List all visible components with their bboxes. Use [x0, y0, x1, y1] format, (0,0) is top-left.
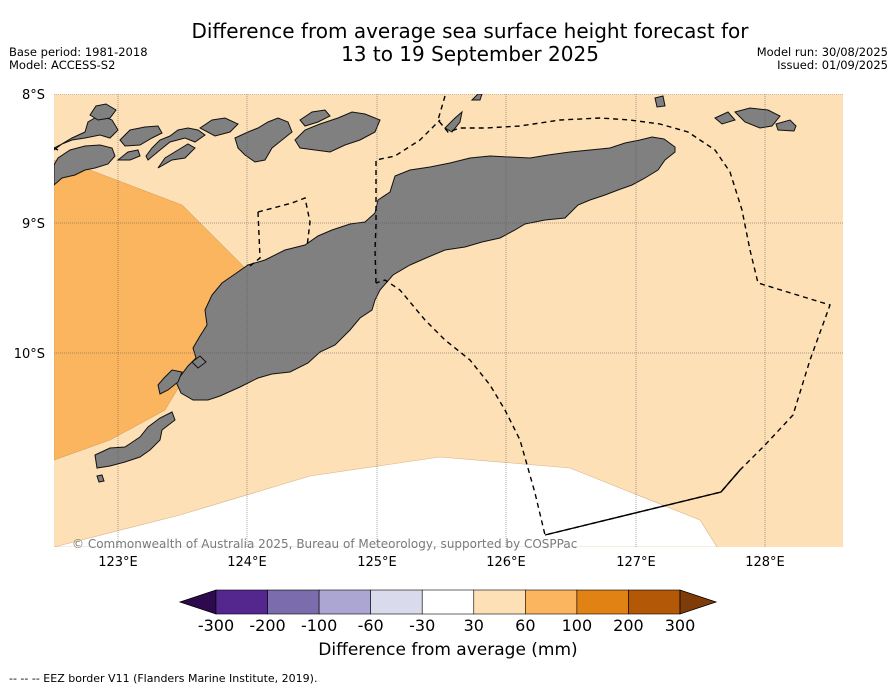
- colorbar-tick-label: -30: [409, 616, 435, 635]
- colorbar-tick-label: 60: [515, 616, 535, 635]
- lon-label: 126°E: [486, 555, 526, 570]
- small-island-5: [444, 110, 463, 133]
- lon-label: 125°E: [357, 555, 397, 570]
- base-period: Base period: 1981-2018: [9, 45, 148, 59]
- small-island-9: [191, 355, 207, 369]
- leti-island: [734, 107, 781, 129]
- pantar-island: [119, 125, 163, 147]
- eez-border-solid: [544, 469, 741, 536]
- colorbar-segment: [525, 589, 578, 615]
- eez-border: [54, 95, 831, 536]
- meta-right: Model run: 30/08/2025 Issued: 01/09/2025: [757, 46, 888, 72]
- copyright-notice: © Commonwealth of Australia 2025, Bureau…: [72, 537, 578, 551]
- model-name: Model: ACCESS-S2: [9, 58, 116, 72]
- colorbar-tick-label: 30: [464, 616, 484, 635]
- colorbar-segment: [215, 589, 268, 615]
- colorbar-segment: [628, 589, 681, 615]
- colorbar-tick-label: -100: [301, 616, 337, 635]
- colorbar-tick-label: 200: [613, 616, 644, 635]
- small-island-7: [654, 95, 666, 108]
- wetar-island: [294, 111, 381, 153]
- colorbar-tick-label: 300: [665, 616, 696, 635]
- band-neutral: [54, 456, 718, 547]
- lembata-island: [89, 103, 117, 121]
- rote-island: [94, 411, 176, 469]
- ndao-island: [96, 474, 105, 483]
- issued-date: Issued: 01/09/2025: [777, 58, 888, 72]
- colorbar: [178, 589, 718, 615]
- colorbar-segment: [421, 589, 475, 615]
- land: [54, 94, 797, 483]
- colorbar-tick-label: 100: [562, 616, 593, 635]
- colorbar-tick-label: -60: [358, 616, 384, 635]
- title-line-2: 13 to 19 September 2025: [341, 42, 599, 66]
- small-island-1: [116, 149, 141, 161]
- lon-label: 127°E: [616, 555, 656, 570]
- small-island-6: [470, 94, 483, 101]
- moa-island: [775, 119, 797, 132]
- colorbar-label: Difference from average (mm): [318, 640, 578, 660]
- wetar-west-island: [234, 117, 293, 163]
- small-island-8: [714, 111, 736, 125]
- small-island-2: [157, 143, 196, 169]
- colorbar-segment: [267, 589, 320, 615]
- small-island-4: [299, 109, 331, 127]
- lat-label: 8°S: [22, 88, 45, 103]
- map-area: [54, 94, 843, 547]
- lat-label: 10°S: [14, 347, 45, 362]
- colorbar-segment: [576, 589, 629, 615]
- lon-label: 123°E: [98, 555, 138, 570]
- alor-island: [145, 127, 206, 161]
- colorbar-tick-label: -200: [249, 616, 285, 635]
- semau-island: [157, 369, 183, 395]
- lon-label: 128°E: [745, 555, 785, 570]
- lat-label: 9°S: [22, 217, 45, 232]
- title-line-1: Difference from average sea surface heig…: [191, 19, 749, 43]
- colorbar-extend-high: [679, 589, 718, 615]
- model-run: Model run: 30/08/2025: [756, 45, 888, 59]
- meta-left: Base period: 1981-2018 Model: ACCESS-S2: [9, 46, 148, 72]
- small-island-3: [199, 117, 239, 137]
- colorbar-extend-low: [178, 589, 217, 615]
- colorbar-segment: [473, 589, 526, 615]
- colorbar-segment: [370, 589, 423, 615]
- colorbar-segment: [318, 589, 371, 615]
- eez-legend-text: -- -- -- EEZ border V11 (Flanders Marine…: [9, 672, 318, 685]
- colorbar-tick-label: -300: [198, 616, 234, 635]
- flores-east-island: [54, 144, 116, 186]
- chart-title: Difference from average sea surface heig…: [0, 20, 896, 66]
- gridlines: [54, 94, 843, 547]
- lon-label: 124°E: [227, 555, 267, 570]
- colorbar-ticks: -300 -200 -100 -60 -30 30 60 100 200 300: [198, 616, 695, 635]
- alor-west-island: [54, 114, 119, 151]
